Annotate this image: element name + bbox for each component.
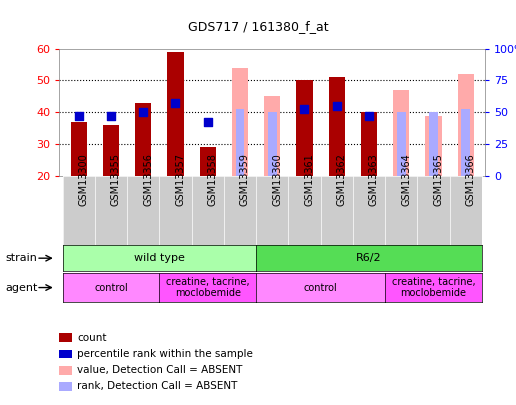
Bar — [264, 96, 280, 176]
Bar — [200, 147, 216, 176]
Bar — [429, 112, 438, 176]
Text: GSM13364: GSM13364 — [401, 153, 411, 206]
Text: creatine, tacrine,
moclobemide: creatine, tacrine, moclobemide — [166, 277, 250, 298]
Text: control: control — [304, 283, 337, 292]
Text: GSM13359: GSM13359 — [240, 153, 250, 206]
Text: agent: agent — [5, 283, 38, 292]
Text: creatine, tacrine,
moclobemide: creatine, tacrine, moclobemide — [392, 277, 475, 298]
Bar — [461, 109, 470, 176]
Bar — [232, 68, 248, 176]
Point — [203, 119, 212, 125]
Bar — [103, 125, 119, 176]
Text: GSM13357: GSM13357 — [175, 153, 185, 206]
Text: GSM13356: GSM13356 — [143, 153, 153, 206]
Bar — [329, 77, 345, 176]
Point — [365, 112, 373, 119]
Text: GDS717 / 161380_f_at: GDS717 / 161380_f_at — [188, 20, 328, 33]
Bar — [425, 115, 442, 176]
Bar — [397, 112, 406, 176]
Bar — [361, 112, 377, 176]
Point — [171, 100, 180, 106]
Point — [74, 112, 83, 119]
Point — [332, 103, 341, 109]
Text: GSM13365: GSM13365 — [433, 153, 443, 206]
Text: control: control — [94, 283, 128, 292]
Text: rank, Detection Call = ABSENT: rank, Detection Call = ABSENT — [77, 382, 238, 391]
Text: GSM13366: GSM13366 — [466, 153, 476, 206]
Bar — [135, 103, 151, 176]
Bar — [458, 74, 474, 176]
Bar — [393, 90, 409, 176]
Text: GSM13358: GSM13358 — [207, 153, 218, 206]
Text: GSM13300: GSM13300 — [78, 153, 89, 206]
Text: GSM13362: GSM13362 — [336, 153, 347, 206]
Text: count: count — [77, 333, 107, 343]
Text: GSM13363: GSM13363 — [369, 153, 379, 206]
Bar — [167, 52, 184, 176]
Point — [300, 106, 309, 113]
Text: percentile rank within the sample: percentile rank within the sample — [77, 349, 253, 359]
Text: R6/2: R6/2 — [356, 253, 382, 263]
Bar — [296, 81, 313, 176]
Bar — [71, 122, 87, 176]
Text: GSM13360: GSM13360 — [272, 153, 282, 206]
Bar — [235, 109, 245, 176]
Point — [139, 109, 148, 116]
Text: GSM13355: GSM13355 — [111, 153, 121, 206]
Bar — [268, 112, 277, 176]
Text: GSM13361: GSM13361 — [304, 153, 314, 206]
Text: value, Detection Call = ABSENT: value, Detection Call = ABSENT — [77, 365, 243, 375]
Text: wild type: wild type — [134, 253, 185, 263]
Text: strain: strain — [5, 253, 37, 263]
Point — [107, 112, 115, 119]
